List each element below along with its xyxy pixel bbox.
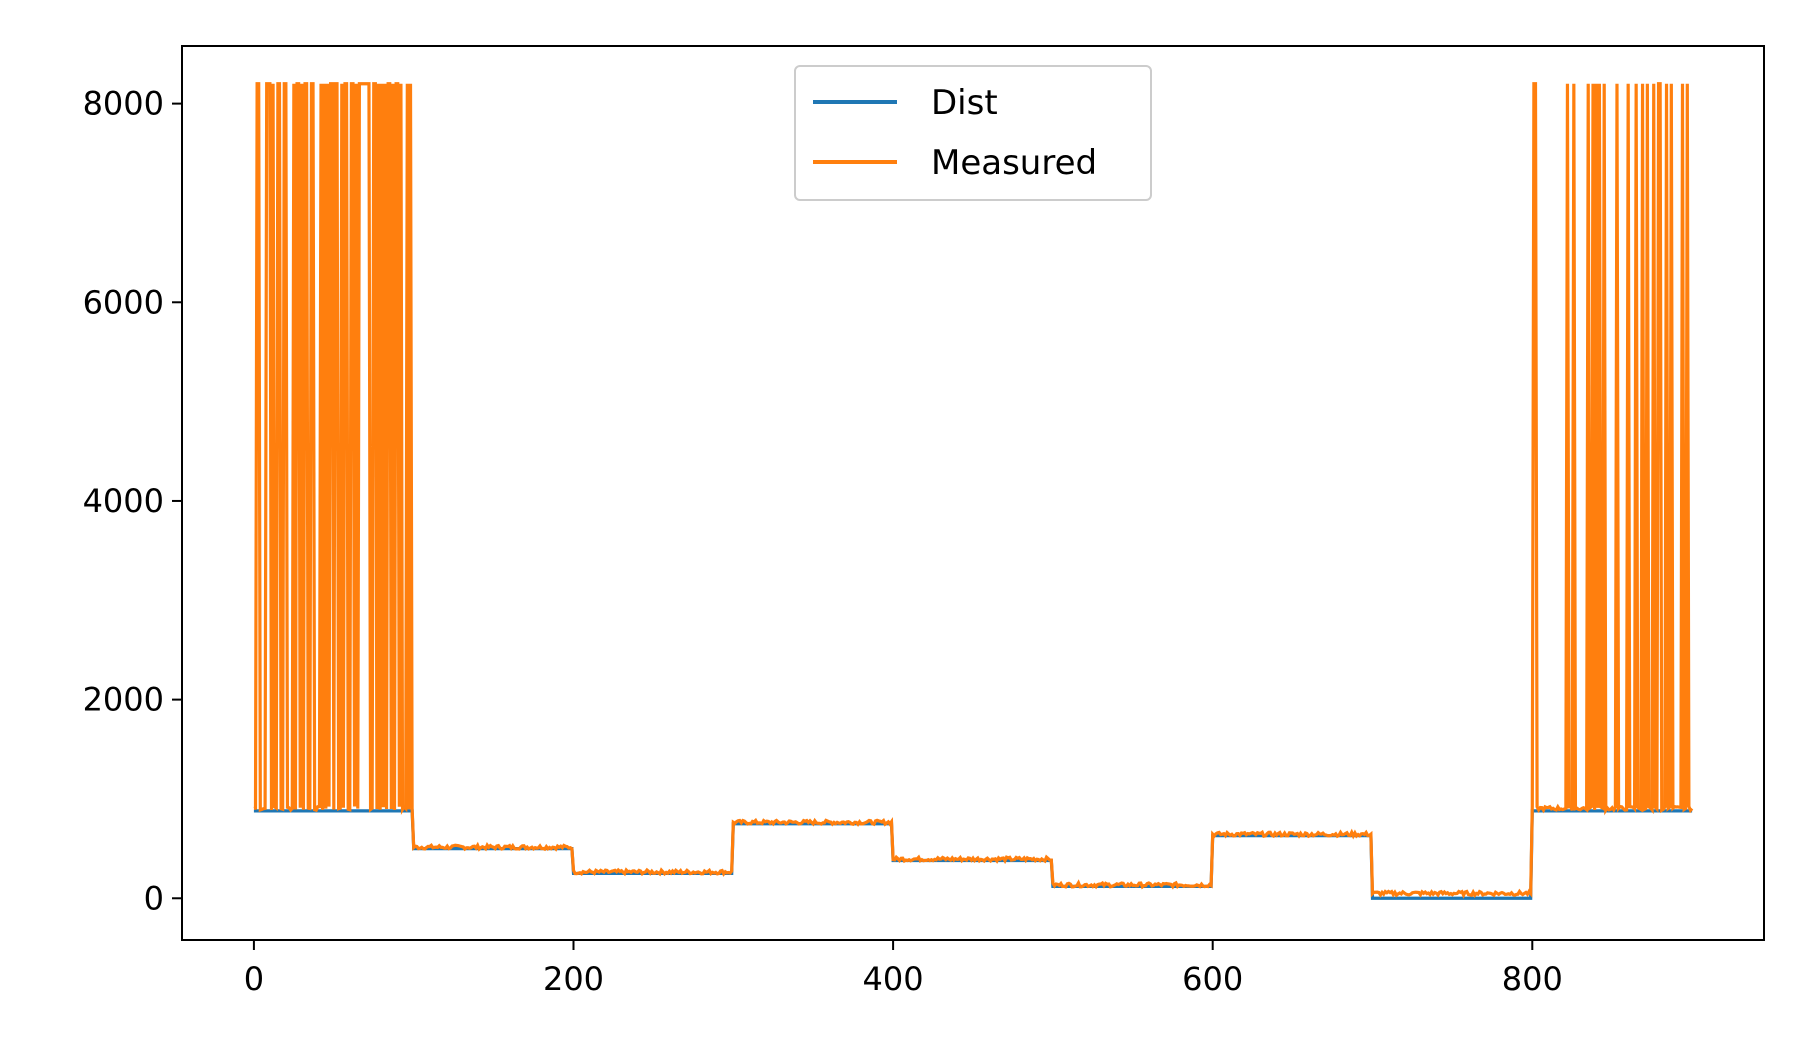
y-tick-label: 6000 [83,283,164,321]
legend-label-dist: Dist [931,83,998,123]
series-line-measured [253,82,1694,899]
x-tick-label: 0 [244,960,264,998]
x-tick-label: 600 [1182,960,1243,998]
y-tick-label: 2000 [83,681,164,719]
y-tick-label: 8000 [83,85,164,123]
legend-box [794,65,1152,201]
x-tick-label: 800 [1502,960,1563,998]
x-tick-label: 200 [543,960,604,998]
y-tick-label: 0 [144,879,164,917]
legend: Dist Measured [794,65,1152,201]
plot-area [253,82,1694,900]
legend-label-measured: Measured [931,143,1097,183]
axes-frame [181,45,1765,941]
y-tick-label: 4000 [83,482,164,520]
x-tick-label: 400 [863,960,924,998]
